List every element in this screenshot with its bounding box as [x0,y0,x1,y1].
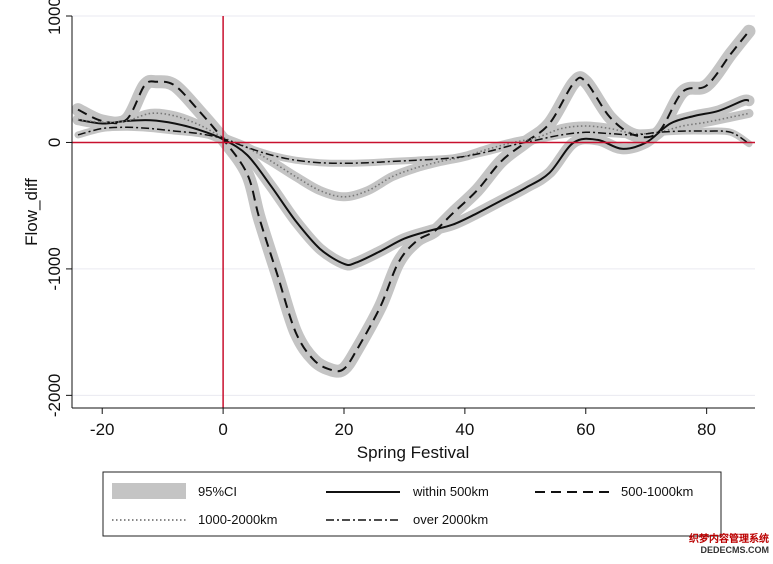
watermark-line1: 织梦内容管理系统 [689,534,769,545]
legend-box [102,471,722,537]
axes [71,16,755,409]
legend-veryfar-label: over 2000km [413,512,488,527]
legend-far-label: 1000-2000km [198,512,278,527]
y-tick-label-0: -2000 [45,374,64,417]
y-tick-label-3: 1000 [45,0,64,35]
line-series-3 [77,126,750,165]
y-tick-label-2: 0 [45,138,64,147]
line-series-0 [77,98,750,267]
line-series-1 [77,30,750,373]
watermark-line2: DEDECMS.COM [700,545,769,555]
legend-mid-label: 500-1000km [621,484,693,499]
legend: 95%CI within 500km 500-1000km 1000-2000k… [102,471,722,537]
watermark: 织梦内容管理系统 DEDECMS.COM [689,534,769,556]
legend-ci-swatch [112,483,186,499]
x-tick-label-0: -20 [90,420,115,439]
x-axis-title: Spring Festival [357,443,469,462]
x-tick-label-4: 60 [576,420,595,439]
x-tick-label-3: 40 [455,420,474,439]
ticks: -20 0 20 40 60 80 -2000 -1000 0 1000 [45,0,716,439]
series-lines [77,30,750,373]
legend-within-label: within 500km [412,484,489,499]
x-tick-label-1: 0 [218,420,227,439]
plot-area [72,16,755,408]
x-tick-label-2: 20 [335,420,354,439]
reference-lines [72,16,755,408]
legend-ci-label: 95%CI [198,484,237,499]
x-tick-label-5: 80 [697,420,716,439]
y-axis-title: Flow_diff [22,178,41,246]
y-tick-label-1: -1000 [45,247,64,290]
